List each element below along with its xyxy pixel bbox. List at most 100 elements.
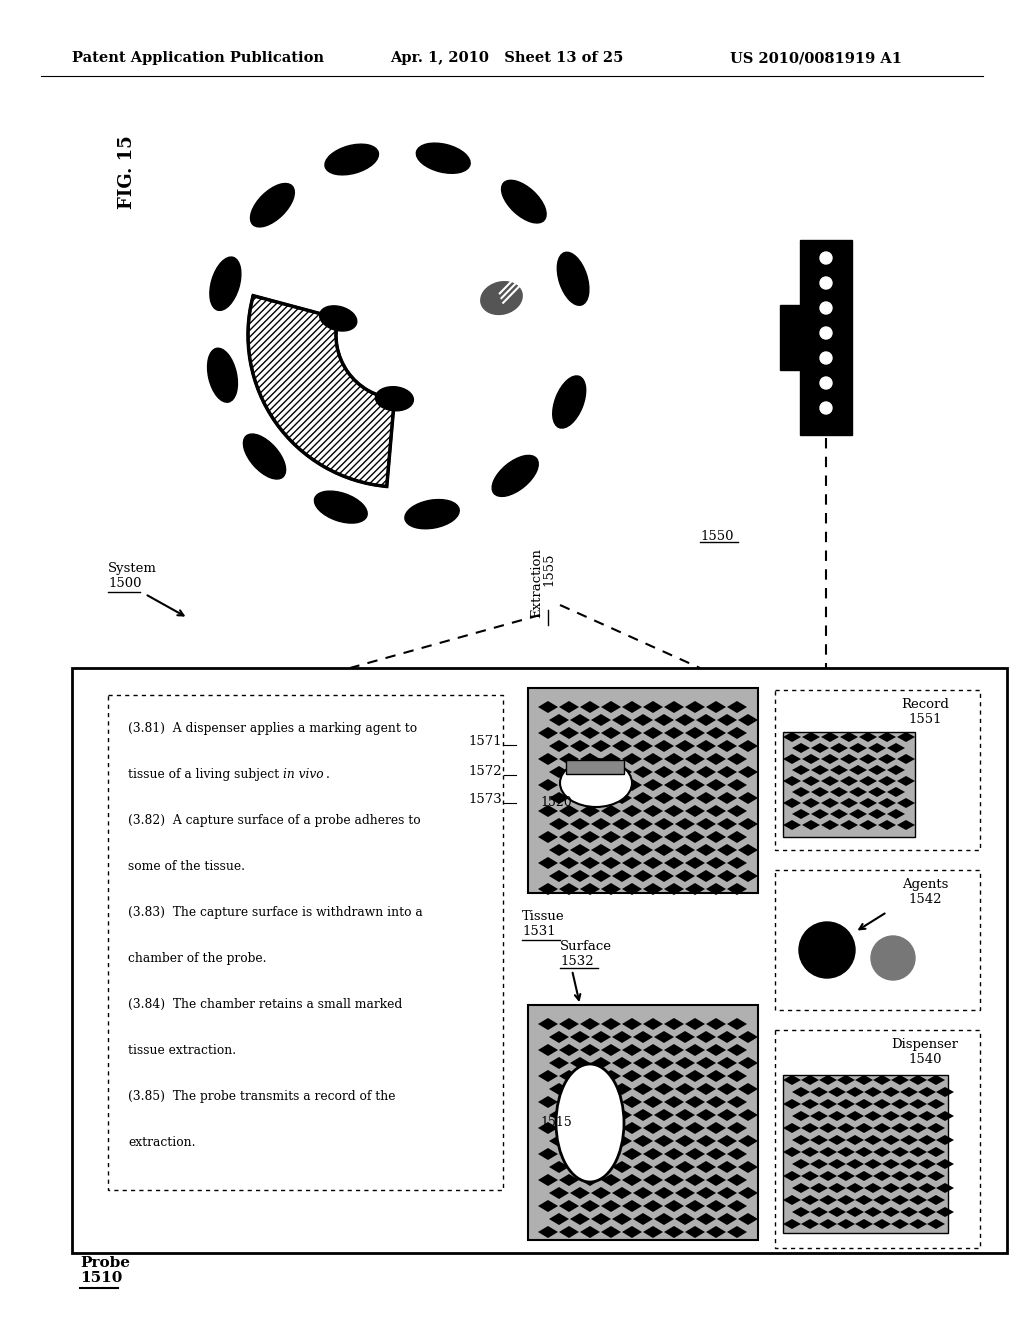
Polygon shape (868, 787, 886, 797)
Polygon shape (675, 741, 695, 752)
Polygon shape (802, 820, 820, 830)
Polygon shape (591, 741, 611, 752)
Polygon shape (559, 752, 579, 766)
Polygon shape (878, 820, 896, 830)
Polygon shape (717, 792, 737, 804)
Polygon shape (538, 779, 558, 791)
Polygon shape (601, 1044, 621, 1056)
Polygon shape (783, 799, 801, 808)
Ellipse shape (481, 281, 522, 314)
Polygon shape (633, 741, 653, 752)
Polygon shape (717, 870, 737, 882)
Polygon shape (570, 1135, 590, 1147)
Polygon shape (792, 743, 810, 752)
Polygon shape (887, 809, 905, 818)
Polygon shape (664, 1200, 684, 1212)
Polygon shape (717, 1057, 737, 1069)
Circle shape (799, 921, 855, 978)
Circle shape (820, 277, 831, 289)
Polygon shape (580, 779, 600, 791)
Polygon shape (559, 1096, 579, 1107)
Polygon shape (792, 1111, 810, 1121)
Polygon shape (643, 779, 663, 791)
Polygon shape (622, 727, 642, 739)
Polygon shape (685, 1148, 705, 1160)
Text: Extraction: Extraction (530, 548, 543, 618)
Polygon shape (559, 1226, 579, 1238)
Polygon shape (927, 1074, 945, 1085)
Polygon shape (685, 1122, 705, 1134)
Polygon shape (706, 1018, 726, 1030)
Polygon shape (622, 779, 642, 791)
Polygon shape (927, 1195, 945, 1205)
Polygon shape (792, 1135, 810, 1144)
FancyBboxPatch shape (72, 668, 1007, 1253)
Text: 1571: 1571 (468, 735, 502, 748)
Polygon shape (633, 1057, 653, 1069)
Polygon shape (685, 1096, 705, 1107)
Polygon shape (811, 787, 829, 797)
Text: 1500: 1500 (108, 577, 141, 590)
Polygon shape (559, 1200, 579, 1212)
Polygon shape (570, 1162, 590, 1173)
Polygon shape (819, 1171, 837, 1181)
Polygon shape (633, 1109, 653, 1121)
Polygon shape (675, 1057, 695, 1069)
Polygon shape (675, 870, 695, 882)
Polygon shape (801, 1218, 819, 1229)
Polygon shape (936, 1086, 954, 1097)
Polygon shape (612, 792, 632, 804)
Polygon shape (887, 743, 905, 752)
Polygon shape (580, 1018, 600, 1030)
Polygon shape (864, 1159, 882, 1170)
Polygon shape (580, 752, 600, 766)
Polygon shape (580, 857, 600, 869)
Polygon shape (891, 1218, 909, 1229)
Polygon shape (936, 1135, 954, 1144)
Polygon shape (643, 805, 663, 817)
Polygon shape (591, 714, 611, 726)
Ellipse shape (556, 1064, 624, 1181)
Text: Record: Record (901, 698, 949, 711)
Polygon shape (846, 1086, 864, 1097)
Polygon shape (859, 820, 877, 830)
Polygon shape (549, 1057, 569, 1069)
Polygon shape (591, 843, 611, 855)
Polygon shape (696, 714, 716, 726)
Polygon shape (612, 1135, 632, 1147)
Polygon shape (601, 1122, 621, 1134)
Polygon shape (828, 1135, 846, 1144)
Polygon shape (549, 1162, 569, 1173)
Polygon shape (882, 1159, 900, 1170)
Text: 1573: 1573 (468, 793, 502, 807)
Polygon shape (864, 1086, 882, 1097)
Polygon shape (837, 1147, 855, 1158)
Polygon shape (685, 727, 705, 739)
Text: System: System (108, 562, 157, 576)
Polygon shape (802, 733, 820, 742)
Polygon shape (549, 818, 569, 830)
Polygon shape (664, 1044, 684, 1056)
Polygon shape (891, 1195, 909, 1205)
Polygon shape (570, 1213, 590, 1225)
Polygon shape (882, 1111, 900, 1121)
Polygon shape (783, 733, 801, 742)
Polygon shape (622, 1071, 642, 1082)
Polygon shape (675, 792, 695, 804)
Polygon shape (819, 1074, 837, 1085)
Polygon shape (549, 1135, 569, 1147)
Polygon shape (549, 766, 569, 777)
Polygon shape (570, 714, 590, 726)
Polygon shape (549, 870, 569, 882)
Polygon shape (873, 1123, 891, 1133)
Polygon shape (783, 1100, 801, 1109)
Polygon shape (706, 779, 726, 791)
Polygon shape (900, 1206, 918, 1217)
Polygon shape (878, 799, 896, 808)
Polygon shape (664, 805, 684, 817)
Polygon shape (927, 1171, 945, 1181)
Ellipse shape (417, 143, 470, 173)
Polygon shape (900, 1111, 918, 1121)
Polygon shape (643, 1044, 663, 1056)
Polygon shape (717, 766, 737, 777)
